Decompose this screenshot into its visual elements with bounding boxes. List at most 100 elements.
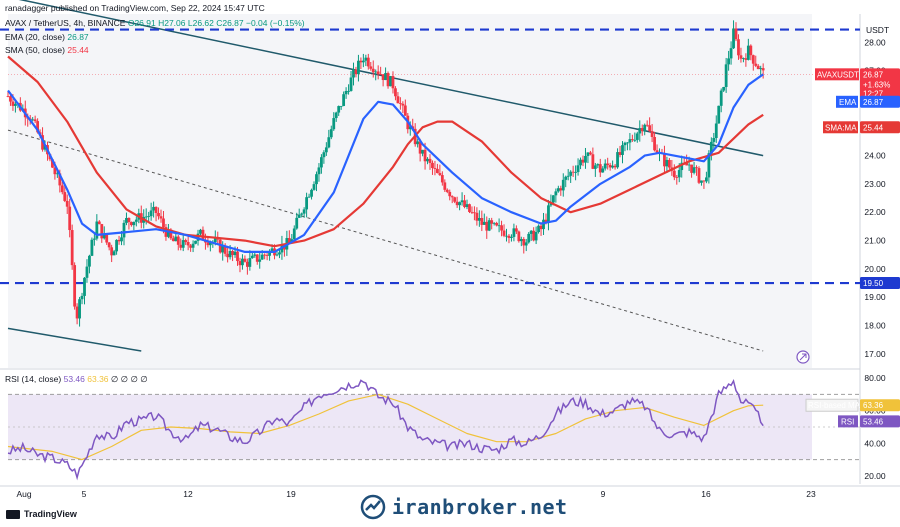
candle-down [514,228,518,232]
rsi-ma-tag-bg [860,399,900,412]
sma-legend[interactable]: SMA (50, close) 25.44 [5,45,89,55]
candle-up [534,231,538,241]
candle-up [208,242,212,246]
candle-up [460,200,464,203]
candle-down [480,217,484,225]
candle-down [169,229,173,239]
symbol-title[interactable]: AVAX / TetherUS, 4h, BINANCE [5,18,126,28]
sma-tag[interactable]: 25.44 [860,121,900,134]
price-tick-label: 28.00 [864,37,886,47]
ema-legend[interactable]: EMA (20, close) 26.87 [5,32,89,42]
candle-down [675,177,679,178]
support-level-tag[interactable]: 19.50 [860,277,900,290]
candle-up [556,188,560,192]
candle-up [122,222,126,238]
candle-up [626,142,629,144]
candle-up [564,176,568,180]
rsi-tick-label: 80.00 [864,373,886,383]
candle-up [574,172,578,173]
ema-tag[interactable]: 26.87 [860,95,900,108]
candle-up [344,90,348,95]
candle-down [9,96,12,102]
candle-up [241,258,244,266]
candle-down [450,196,454,198]
rsi-ma-tag-label-bg [805,398,859,412]
candle-up [300,213,304,215]
price-tick-label: 23.00 [864,179,886,189]
sma-tag-label: SMA:MA [825,123,857,132]
candle-up [732,28,735,49]
candle-up [579,159,582,166]
candle-up [315,174,318,185]
candle-down [51,159,54,168]
candle-down [371,68,375,73]
candle-down [544,219,548,223]
candle-up [384,73,387,81]
rsi-legend[interactable]: RSI (14, close) 53.46 63.36 ∅ ∅ ∅ ∅ [5,374,148,385]
rsi-tag-value: 53.46 [863,417,884,426]
candle-down [226,253,230,258]
candle-down [490,220,494,224]
candle-down [618,152,622,155]
candle-down [366,57,370,67]
candle-up [337,106,341,113]
candle-down [218,239,222,253]
candle-up [623,142,627,146]
candle-up [524,242,528,246]
candle-down [571,171,575,173]
candle-down [398,103,402,105]
candle-up [638,128,642,134]
support-level-value: 19.50 [863,279,884,288]
candle-down [245,261,249,267]
candle-up [586,152,590,156]
candle-down [381,74,385,81]
candle-down [97,221,101,225]
candle-down [744,58,748,60]
ema-label: EMA (20, close) [5,32,65,42]
candle-down [640,128,644,132]
candle-up [680,162,684,171]
candle-up [260,254,264,260]
candle-down [394,88,397,97]
candle-up [14,103,17,106]
candle-up [714,123,718,138]
candle-down [238,261,242,266]
candle-up [199,229,202,234]
sma-value: 25.44 [67,45,89,55]
candle-down [391,76,395,89]
candle-up [527,233,531,243]
price-tick-label: 17.00 [864,349,886,359]
candle-up [191,243,195,248]
candle-up [487,220,491,231]
rsi-tag[interactable]: 53.46 [860,415,900,428]
candle-down [517,231,521,242]
candle-down [396,96,400,104]
candle-up [196,233,200,241]
candle-down [761,68,765,71]
candle-up [85,266,89,278]
dotted-trendline [7,129,764,352]
last-price-tag[interactable]: 26.87+1.63%12:27 [860,68,900,99]
rsi-tick-label: 20.00 [864,471,886,481]
last-price-value: 26.87 [863,70,884,79]
candle-up [320,157,323,168]
rsi-ma-tag[interactable]: 63.36 [860,399,900,412]
candle-down [70,230,74,266]
sma-tag-value: 25.44 [863,123,884,132]
candle-down [100,224,104,239]
rsi-ma-value: 63.36 [87,374,109,384]
candle-up [253,254,257,256]
candle-down [159,216,163,219]
candle-up [551,195,555,203]
symbol-tag-text: AVAXUSDT [817,70,859,79]
candle-down [63,192,67,201]
candle-down [630,139,634,141]
candle-down [157,213,160,217]
candle-down [653,136,656,151]
candle-up [295,217,299,229]
tradingview-logo[interactable]: TradingView [6,509,77,519]
candle-down [369,66,373,69]
time-tick-label: 19 [286,489,296,499]
candle-down [117,239,121,242]
